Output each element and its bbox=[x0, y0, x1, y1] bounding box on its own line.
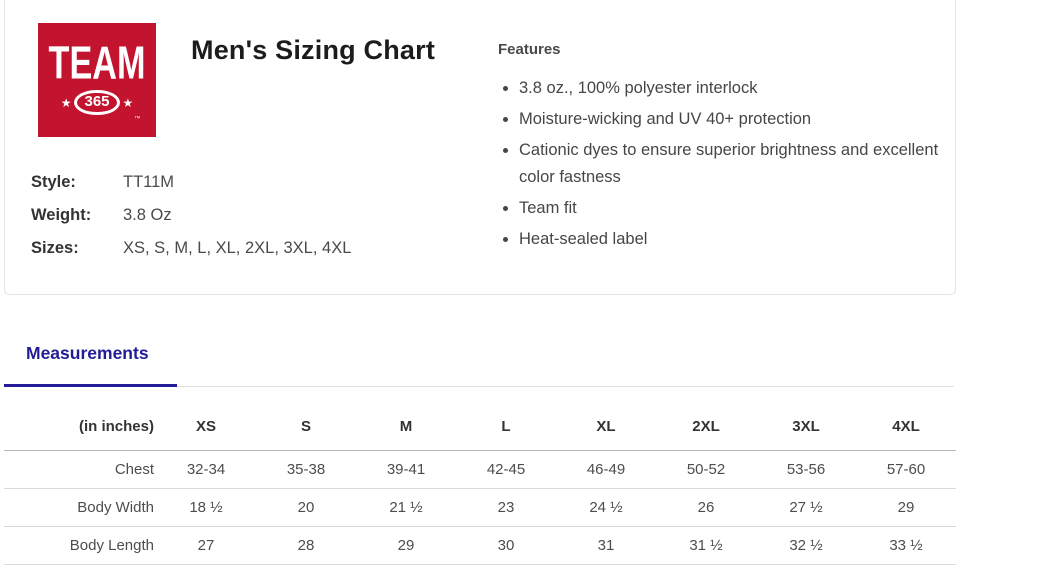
logo-bottom-row: ★ 365 ★ ™ bbox=[60, 89, 140, 122]
product-info-card: TEAM ★ 365 ★ ™ Men's Sizing Chart Style:… bbox=[4, 0, 956, 295]
header-size-m: M bbox=[356, 403, 456, 451]
spec-sizes-label: Sizes: bbox=[31, 239, 79, 257]
header-size-2xl: 2XL bbox=[656, 403, 756, 451]
features-section: Features 3.8 oz., 100% polyester interlo… bbox=[498, 41, 943, 257]
feature-item: Heat-sealed label bbox=[519, 226, 943, 253]
cell-value: 31 bbox=[556, 526, 656, 565]
cell-value: 29 bbox=[856, 488, 956, 527]
table-row-body-width: Body Width 18 ½ 20 21 ½ 23 24 ½ 26 27 ½ … bbox=[4, 488, 956, 527]
spec-sizes: Sizes: XS, S, M, L, XL, 2XL, 3XL, 4XL bbox=[31, 238, 351, 258]
spec-style-label: Style: bbox=[31, 173, 76, 191]
feature-item: Team fit bbox=[519, 195, 943, 222]
cell-value: 53-56 bbox=[756, 450, 856, 489]
cell-value: 57-60 bbox=[856, 450, 956, 489]
row-label: Body Width bbox=[4, 488, 156, 527]
page-title: Men's Sizing Chart bbox=[191, 35, 436, 65]
features-list: 3.8 oz., 100% polyester interlock Moistu… bbox=[498, 75, 943, 253]
cell-value: 27 ½ bbox=[756, 488, 856, 527]
cell-value: 20 bbox=[256, 488, 356, 527]
row-label: Chest bbox=[4, 450, 156, 489]
cell-value: 35-38 bbox=[256, 450, 356, 489]
cell-value: 30 bbox=[456, 526, 556, 565]
spec-style: Style: TT11M bbox=[31, 172, 351, 192]
star-icon: ★ bbox=[60, 95, 72, 110]
star-icon: ★ bbox=[122, 95, 134, 110]
cell-value: 39-41 bbox=[356, 450, 456, 489]
feature-item: Cationic dyes to ensure superior brightn… bbox=[519, 137, 943, 191]
cell-value: 26 bbox=[656, 488, 756, 527]
header-size-l: L bbox=[456, 403, 556, 451]
cell-value: 21 ½ bbox=[356, 488, 456, 527]
logo-team-text: TEAM bbox=[48, 35, 146, 89]
trademark-symbol: ™ bbox=[134, 116, 141, 123]
tab-measurements[interactable]: Measurements bbox=[26, 343, 149, 363]
spec-weight-label: Weight: bbox=[31, 206, 92, 224]
header-size-3xl: 3XL bbox=[756, 403, 856, 451]
cell-value: 46-49 bbox=[556, 450, 656, 489]
cell-value: 42-45 bbox=[456, 450, 556, 489]
measurements-table: (in inches) XS S M L XL 2XL 3XL 4XL Ches… bbox=[4, 403, 956, 565]
table-header-row: (in inches) XS S M L XL 2XL 3XL 4XL bbox=[4, 403, 956, 451]
features-heading: Features bbox=[498, 41, 561, 58]
spec-style-value: TT11M bbox=[123, 173, 175, 191]
tab-divider-line bbox=[4, 386, 954, 387]
cell-value: 50-52 bbox=[656, 450, 756, 489]
cell-value: 28 bbox=[256, 526, 356, 565]
spec-weight-value: 3.8 Oz bbox=[123, 206, 172, 224]
team-365-logo: TEAM ★ 365 ★ ™ bbox=[38, 23, 156, 137]
cell-value: 32 ½ bbox=[756, 526, 856, 565]
header-unit: (in inches) bbox=[4, 403, 156, 451]
header-size-4xl: 4XL bbox=[856, 403, 956, 451]
cell-value: 24 ½ bbox=[556, 488, 656, 527]
feature-item: Moisture-wicking and UV 40+ protection bbox=[519, 106, 943, 133]
table-row-chest: Chest 32-34 35-38 39-41 42-45 46-49 50-5… bbox=[4, 450, 956, 489]
cell-value: 23 bbox=[456, 488, 556, 527]
cell-value: 29 bbox=[356, 526, 456, 565]
table-row-body-length: Body Length 27 28 29 30 31 31 ½ 32 ½ 33 … bbox=[4, 526, 956, 565]
feature-item: 3.8 oz., 100% polyester interlock bbox=[519, 75, 943, 102]
row-label: Body Length bbox=[4, 526, 156, 565]
spec-weight: Weight: 3.8 Oz bbox=[31, 205, 351, 225]
cell-value: 32-34 bbox=[156, 450, 256, 489]
spec-sizes-value: XS, S, M, L, XL, 2XL, 3XL, 4XL bbox=[123, 239, 352, 257]
tab-active-underline bbox=[4, 384, 177, 387]
header-size-xl: XL bbox=[556, 403, 656, 451]
cell-value: 31 ½ bbox=[656, 526, 756, 565]
cell-value: 18 ½ bbox=[156, 488, 256, 527]
logo-365-badge: 365 bbox=[74, 89, 120, 116]
cell-value: 33 ½ bbox=[856, 526, 956, 565]
header-size-xs: XS bbox=[156, 403, 256, 451]
product-specs: Style: TT11M Weight: 3.8 Oz Sizes: XS, S, M… bbox=[31, 172, 351, 271]
cell-value: 27 bbox=[156, 526, 256, 565]
header-size-s: S bbox=[256, 403, 356, 451]
